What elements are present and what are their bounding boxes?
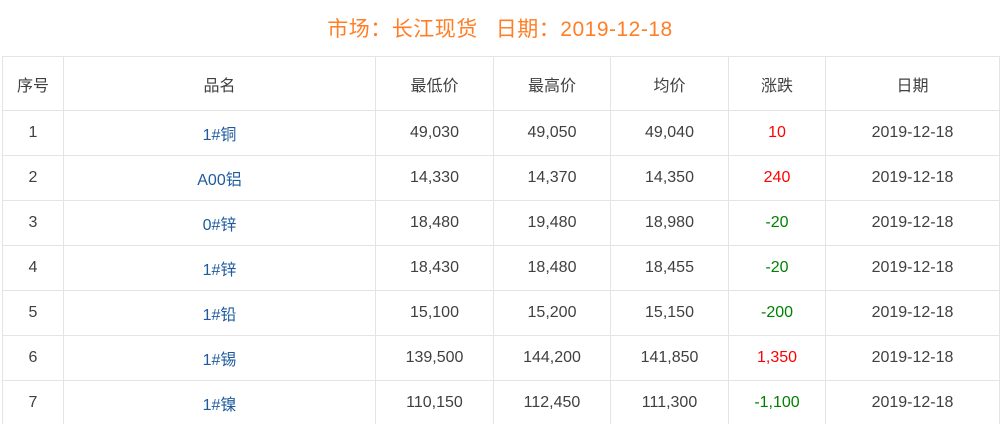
cell-change: -1,100 xyxy=(728,380,826,424)
cell-date: 2019-12-18 xyxy=(825,290,1000,336)
cell-date: 2019-12-18 xyxy=(825,245,1000,291)
cell-avg-price: 111,300 xyxy=(610,380,729,424)
cell-date: 2019-12-18 xyxy=(825,335,1000,381)
cell-date: 2019-12-18 xyxy=(825,155,1000,201)
table-row: 2 A00铝 14,330 14,370 14,350 240 2019-12-… xyxy=(2,155,1000,201)
cell-index: 7 xyxy=(2,380,64,424)
cell-high-price: 19,480 xyxy=(493,200,611,246)
column-header-avg: 均价 xyxy=(610,56,729,111)
cell-low-price: 49,030 xyxy=(375,110,494,156)
column-header-change: 涨跌 xyxy=(728,56,826,111)
cell-date: 2019-12-18 xyxy=(825,200,1000,246)
cell-index: 2 xyxy=(2,155,64,201)
cell-low-price: 14,330 xyxy=(375,155,494,201)
table-row: 6 1#锡 139,500 144,200 141,850 1,350 2019… xyxy=(2,335,1000,381)
cell-avg-price: 14,350 xyxy=(610,155,729,201)
table-row: 5 1#铅 15,100 15,200 15,150 -200 2019-12-… xyxy=(2,290,1000,336)
table-row: 1 1#铜 49,030 49,050 49,040 10 2019-12-18 xyxy=(2,110,1000,156)
product-name-link[interactable]: 1#锡 xyxy=(63,335,376,381)
price-table: 序号 品名 最低价 最高价 均价 涨跌 日期 1 1#铜 49,030 49,0… xyxy=(2,56,1000,424)
cell-high-price: 15,200 xyxy=(493,290,611,336)
cell-high-price: 49,050 xyxy=(493,110,611,156)
cell-low-price: 110,150 xyxy=(375,380,494,424)
cell-high-price: 18,480 xyxy=(493,245,611,291)
cell-date: 2019-12-18 xyxy=(825,110,1000,156)
cell-date: 2019-12-18 xyxy=(825,380,1000,424)
cell-high-price: 14,370 xyxy=(493,155,611,201)
cell-change: -200 xyxy=(728,290,826,336)
cell-high-price: 112,450 xyxy=(493,380,611,424)
cell-low-price: 18,430 xyxy=(375,245,494,291)
table-row: 3 0#锌 18,480 19,480 18,980 -20 2019-12-1… xyxy=(2,200,1000,246)
date-label: 日期：2019-12-18 xyxy=(495,18,673,41)
cell-change: 1,350 xyxy=(728,335,826,381)
cell-avg-price: 18,455 xyxy=(610,245,729,291)
product-name-link[interactable]: 1#镍 xyxy=(63,380,376,424)
table-header-row: 序号 品名 最低价 最高价 均价 涨跌 日期 xyxy=(2,56,1000,111)
cell-low-price: 15,100 xyxy=(375,290,494,336)
cell-change: -20 xyxy=(728,245,826,291)
cell-index: 5 xyxy=(2,290,64,336)
cell-index: 6 xyxy=(2,335,64,381)
table-row: 7 1#镍 110,150 112,450 111,300 -1,100 201… xyxy=(2,380,1000,424)
cell-change: 10 xyxy=(728,110,826,156)
column-header-high: 最高价 xyxy=(493,56,611,111)
product-name-link[interactable]: 0#锌 xyxy=(63,200,376,246)
product-name-link[interactable]: 1#铅 xyxy=(63,290,376,336)
cell-avg-price: 15,150 xyxy=(610,290,729,336)
page-title: 市场：长江现货 日期：2019-12-18 xyxy=(0,0,1000,56)
cell-avg-price: 141,850 xyxy=(610,335,729,381)
product-name-link[interactable]: 1#锌 xyxy=(63,245,376,291)
market-label: 市场：长江现货 xyxy=(327,18,478,41)
cell-high-price: 144,200 xyxy=(493,335,611,381)
column-header-name: 品名 xyxy=(63,56,376,111)
cell-low-price: 139,500 xyxy=(375,335,494,381)
cell-avg-price: 49,040 xyxy=(610,110,729,156)
cell-change: -20 xyxy=(728,200,826,246)
cell-low-price: 18,480 xyxy=(375,200,494,246)
column-header-date: 日期 xyxy=(825,56,1000,111)
cell-avg-price: 18,980 xyxy=(610,200,729,246)
product-name-link[interactable]: A00铝 xyxy=(63,155,376,201)
product-name-link[interactable]: 1#铜 xyxy=(63,110,376,156)
table-row: 4 1#锌 18,430 18,480 18,455 -20 2019-12-1… xyxy=(2,245,1000,291)
column-header-low: 最低价 xyxy=(375,56,494,111)
cell-index: 4 xyxy=(2,245,64,291)
cell-change: 240 xyxy=(728,155,826,201)
cell-index: 1 xyxy=(2,110,64,156)
column-header-index: 序号 xyxy=(2,56,64,111)
cell-index: 3 xyxy=(2,200,64,246)
